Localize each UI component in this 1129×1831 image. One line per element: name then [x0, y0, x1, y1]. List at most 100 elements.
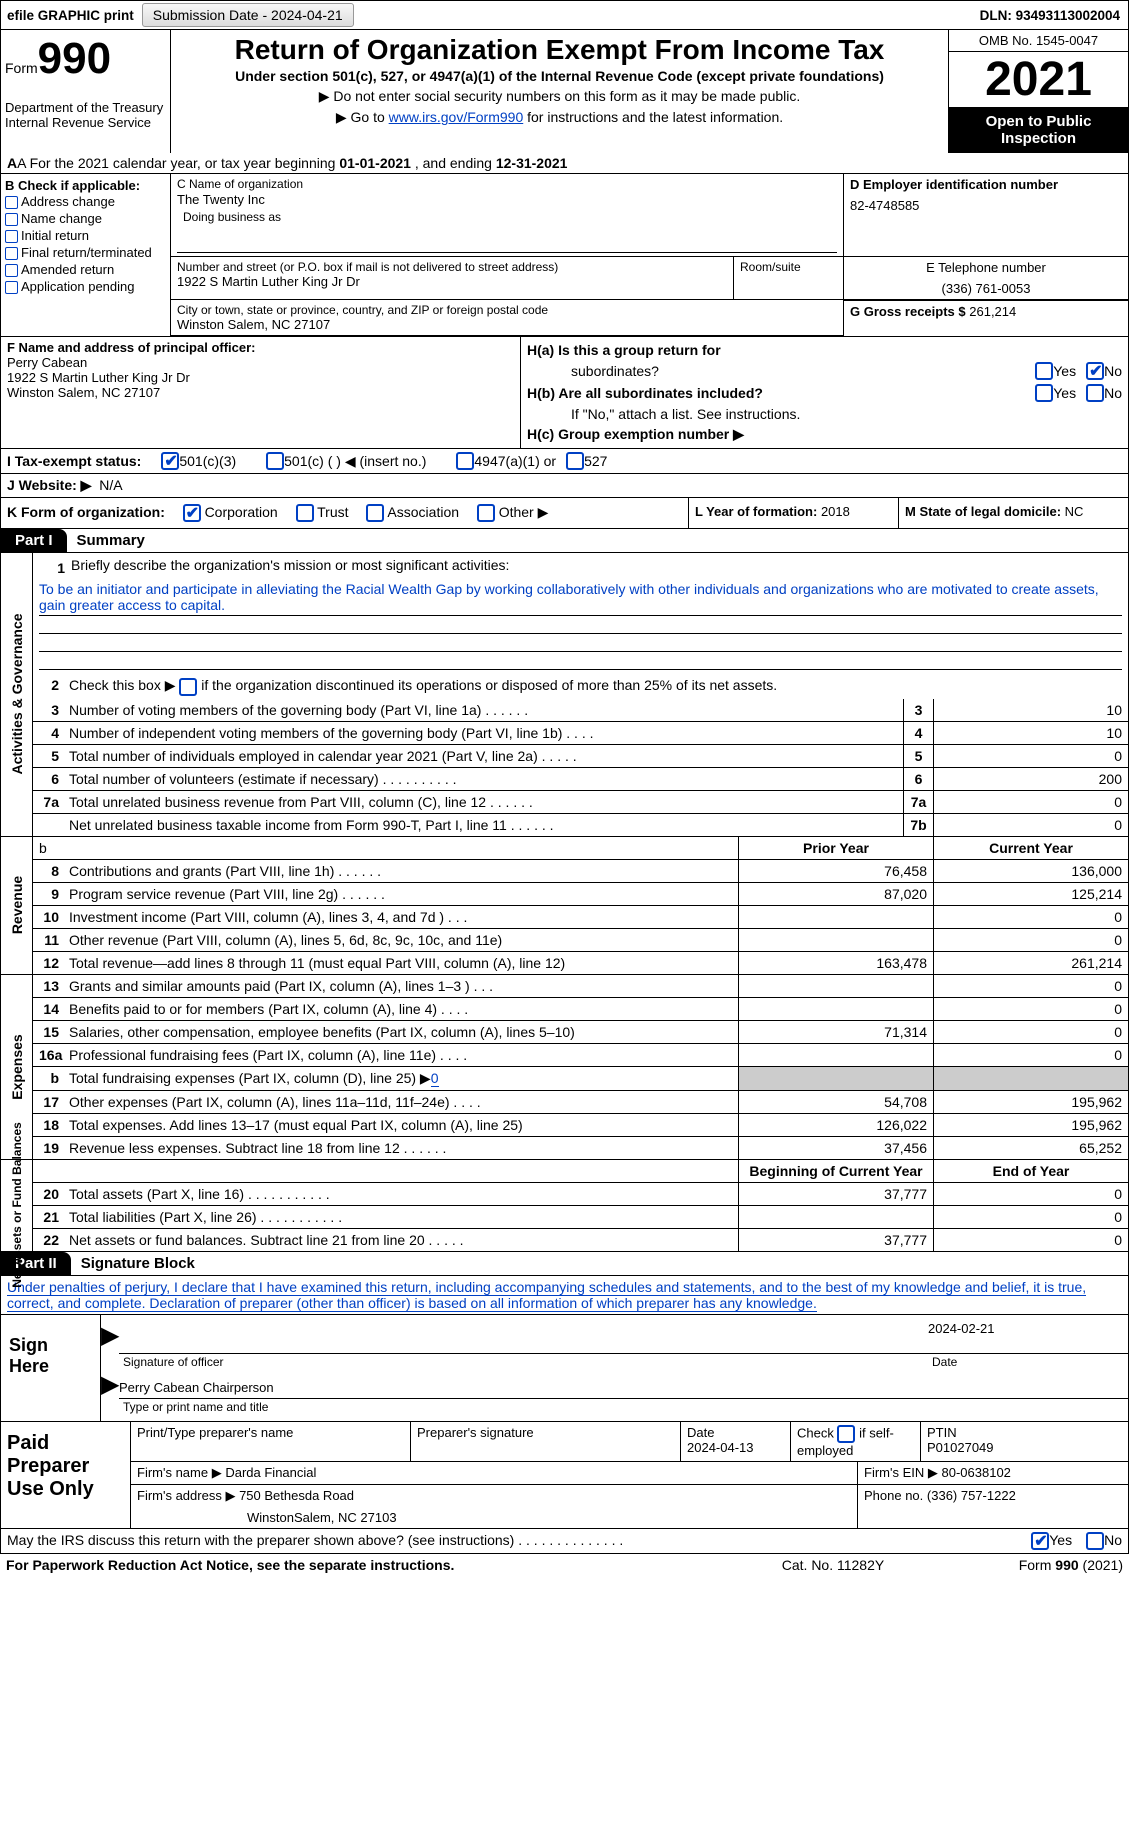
org-name: The Twenty Inc: [177, 191, 837, 207]
goto-note: ▶ Go to www.irs.gov/Form990 for instruct…: [179, 107, 940, 128]
ein-block: D Employer identification number 82-4748…: [843, 174, 1128, 256]
website-value: N/A: [99, 477, 122, 493]
data-line: 10Investment income (Part VIII, column (…: [33, 906, 1128, 929]
paid-preparer-label: PaidPreparerUse Only: [1, 1422, 131, 1528]
part1-header: Part I Summary: [0, 529, 1129, 553]
data-line: 17Other expenses (Part IX, column (A), l…: [33, 1091, 1128, 1114]
hb-yes-check[interactable]: [1035, 384, 1053, 402]
discuss-no-check[interactable]: [1086, 1532, 1104, 1550]
omb-number: OMB No. 1545-0047: [949, 30, 1128, 52]
ha-yes-check[interactable]: [1035, 362, 1053, 380]
b-title: B Check if applicable:: [5, 178, 166, 193]
assoc-check[interactable]: [366, 504, 384, 522]
revenue-section: Revenue b Prior Year Current Year 8Contr…: [0, 837, 1129, 975]
signature-intro: Under penalties of perjury, I declare th…: [0, 1276, 1129, 1315]
other-check[interactable]: [477, 504, 495, 522]
header-right: OMB No. 1545-0047 2021 Open to Public In…: [948, 30, 1128, 153]
city-block: City or town, state or province, country…: [171, 300, 843, 336]
sig-date-value: 2024-02-21: [928, 1321, 1128, 1353]
self-employed-check[interactable]: Check if self-employed: [791, 1422, 921, 1461]
mission-block: 1Briefly describe the organization's mis…: [33, 553, 1128, 674]
dept-irs: Internal Revenue Service: [5, 115, 166, 130]
net-assets-section: Net Assets or Fund Balances Beginning of…: [0, 1160, 1129, 1252]
top-bar: efile GRAPHIC print Submission Date - 20…: [0, 0, 1129, 30]
efile-label: efile GRAPHIC print: [1, 8, 140, 23]
side-expenses: Expenses: [9, 1034, 25, 1099]
check-name-change[interactable]: Name change: [5, 210, 166, 227]
date-label: Date: [928, 1353, 1128, 1370]
check-address-change[interactable]: Address change: [5, 193, 166, 210]
527-check[interactable]: [566, 452, 584, 470]
firm-ein: Firm's EIN ▶ 80-0638102: [858, 1462, 1128, 1484]
data-line: 8Contributions and grants (Part VIII, li…: [33, 860, 1128, 883]
ein-value: 82-4748585: [850, 192, 1122, 213]
form-header: Form990 Department of the Treasury Inter…: [0, 30, 1129, 153]
dba-label: Doing business as: [183, 210, 831, 224]
side-revenue: Revenue: [9, 876, 25, 934]
group-return: H(a) Is this a group return for subordin…: [521, 337, 1128, 448]
preparer-name-label: Print/Type preparer's name: [131, 1422, 411, 1461]
data-line: 9Program service revenue (Part VIII, lin…: [33, 883, 1128, 906]
principal-officer: F Name and address of principal officer:…: [1, 337, 521, 448]
data-line: 13Grants and similar amounts paid (Part …: [33, 975, 1128, 998]
corp-check[interactable]: [183, 504, 201, 522]
data-line: 12Total revenue—add lines 8 through 11 (…: [33, 952, 1128, 974]
city-value: Winston Salem, NC 27107: [177, 317, 837, 332]
street-value: 1922 S Martin Luther King Jr Dr: [177, 274, 727, 289]
summary-line: 7aTotal unrelated business revenue from …: [33, 791, 1128, 814]
room-suite: Room/suite: [733, 257, 843, 299]
data-line: 22Net assets or fund balances. Subtract …: [33, 1229, 1128, 1251]
check-final-return[interactable]: Final return/terminated: [5, 244, 166, 261]
gross-receipts: G Gross receipts $ 261,214: [843, 300, 1128, 336]
row-a-tax-year: AA For the 2021 calendar year, or tax ye…: [0, 153, 1129, 174]
type-name-label: Type or print name and title: [119, 1398, 1128, 1415]
discuss-yes-check[interactable]: [1031, 1532, 1049, 1550]
summary-line: 5Total number of individuals employed in…: [33, 745, 1128, 768]
data-line: 16aProfessional fundraising fees (Part I…: [33, 1044, 1128, 1067]
dln-label: DLN: 93493113002004: [972, 8, 1128, 23]
phone-value: (336) 761-0053: [850, 275, 1122, 296]
summary-line: 6Total number of volunteers (estimate if…: [33, 768, 1128, 791]
part1-tab: Part I: [1, 529, 67, 552]
form-title: Return of Organization Exempt From Incom…: [179, 34, 940, 66]
irs-link[interactable]: www.irs.gov/Form990: [389, 109, 524, 125]
sign-here-label: SignHere: [1, 1315, 101, 1421]
row-i-tax-status: I Tax-exempt status: 501(c)(3) 501(c) ( …: [0, 449, 1129, 474]
row-k-form-org: K Form of organization: Corporation Trus…: [0, 498, 1129, 529]
ha-no-check[interactable]: [1086, 362, 1104, 380]
org-name-block: C Name of organization The Twenty Inc Do…: [171, 174, 843, 256]
data-line: 20Total assets (Part X, line 16) . . . .…: [33, 1183, 1128, 1206]
row-j-website: J Website: ▶ N/A: [0, 474, 1129, 498]
form-footer-label: Form 990 (2021): [923, 1557, 1123, 1573]
form-number: 990: [38, 34, 111, 83]
officer-name-value: Perry Cabean Chairperson: [119, 1370, 1128, 1398]
row-f-h: F Name and address of principal officer:…: [0, 337, 1129, 449]
page-footer: For Paperwork Reduction Act Notice, see …: [0, 1554, 1129, 1576]
beginning-year-hdr: Beginning of Current Year: [738, 1160, 933, 1182]
hb-no-check[interactable]: [1086, 384, 1104, 402]
ssn-note: ▶ Do not enter social security numbers o…: [179, 86, 940, 107]
preparer-sig-label: Preparer's signature: [411, 1422, 681, 1461]
dept-treasury: Department of the Treasury: [5, 84, 166, 115]
submission-date-button[interactable]: Submission Date - 2024-04-21: [142, 3, 354, 27]
summary-line: Net unrelated business taxable income fr…: [33, 814, 1128, 836]
street-block: Number and street (or P.O. box if mail i…: [171, 257, 733, 299]
check-initial-return[interactable]: Initial return: [5, 227, 166, 244]
end-year-hdr: End of Year: [933, 1160, 1128, 1182]
discontinued-check[interactable]: [179, 678, 197, 696]
data-line: 19Revenue less expenses. Subtract line 1…: [33, 1137, 1128, 1159]
side-activities: Activities & Governance: [9, 614, 25, 775]
check-amended[interactable]: Amended return: [5, 261, 166, 278]
expenses-section: Expenses 13Grants and similar amounts pa…: [0, 975, 1129, 1160]
check-application-pending[interactable]: Application pending: [5, 278, 166, 295]
prior-year-hdr: Prior Year: [738, 837, 933, 859]
data-line: 11Other revenue (Part VIII, column (A), …: [33, 929, 1128, 952]
trust-check[interactable]: [296, 504, 314, 522]
501c3-check[interactable]: [161, 452, 179, 470]
501c-check[interactable]: [266, 452, 284, 470]
sign-here-block: SignHere ▶ 2024-02-21 Signature of offic…: [0, 1315, 1129, 1422]
part1-title: Summary: [67, 529, 155, 552]
data-line: 14Benefits paid to or for members (Part …: [33, 998, 1128, 1021]
ptin: PTINP01027049: [921, 1422, 1128, 1461]
4947-check[interactable]: [456, 452, 474, 470]
